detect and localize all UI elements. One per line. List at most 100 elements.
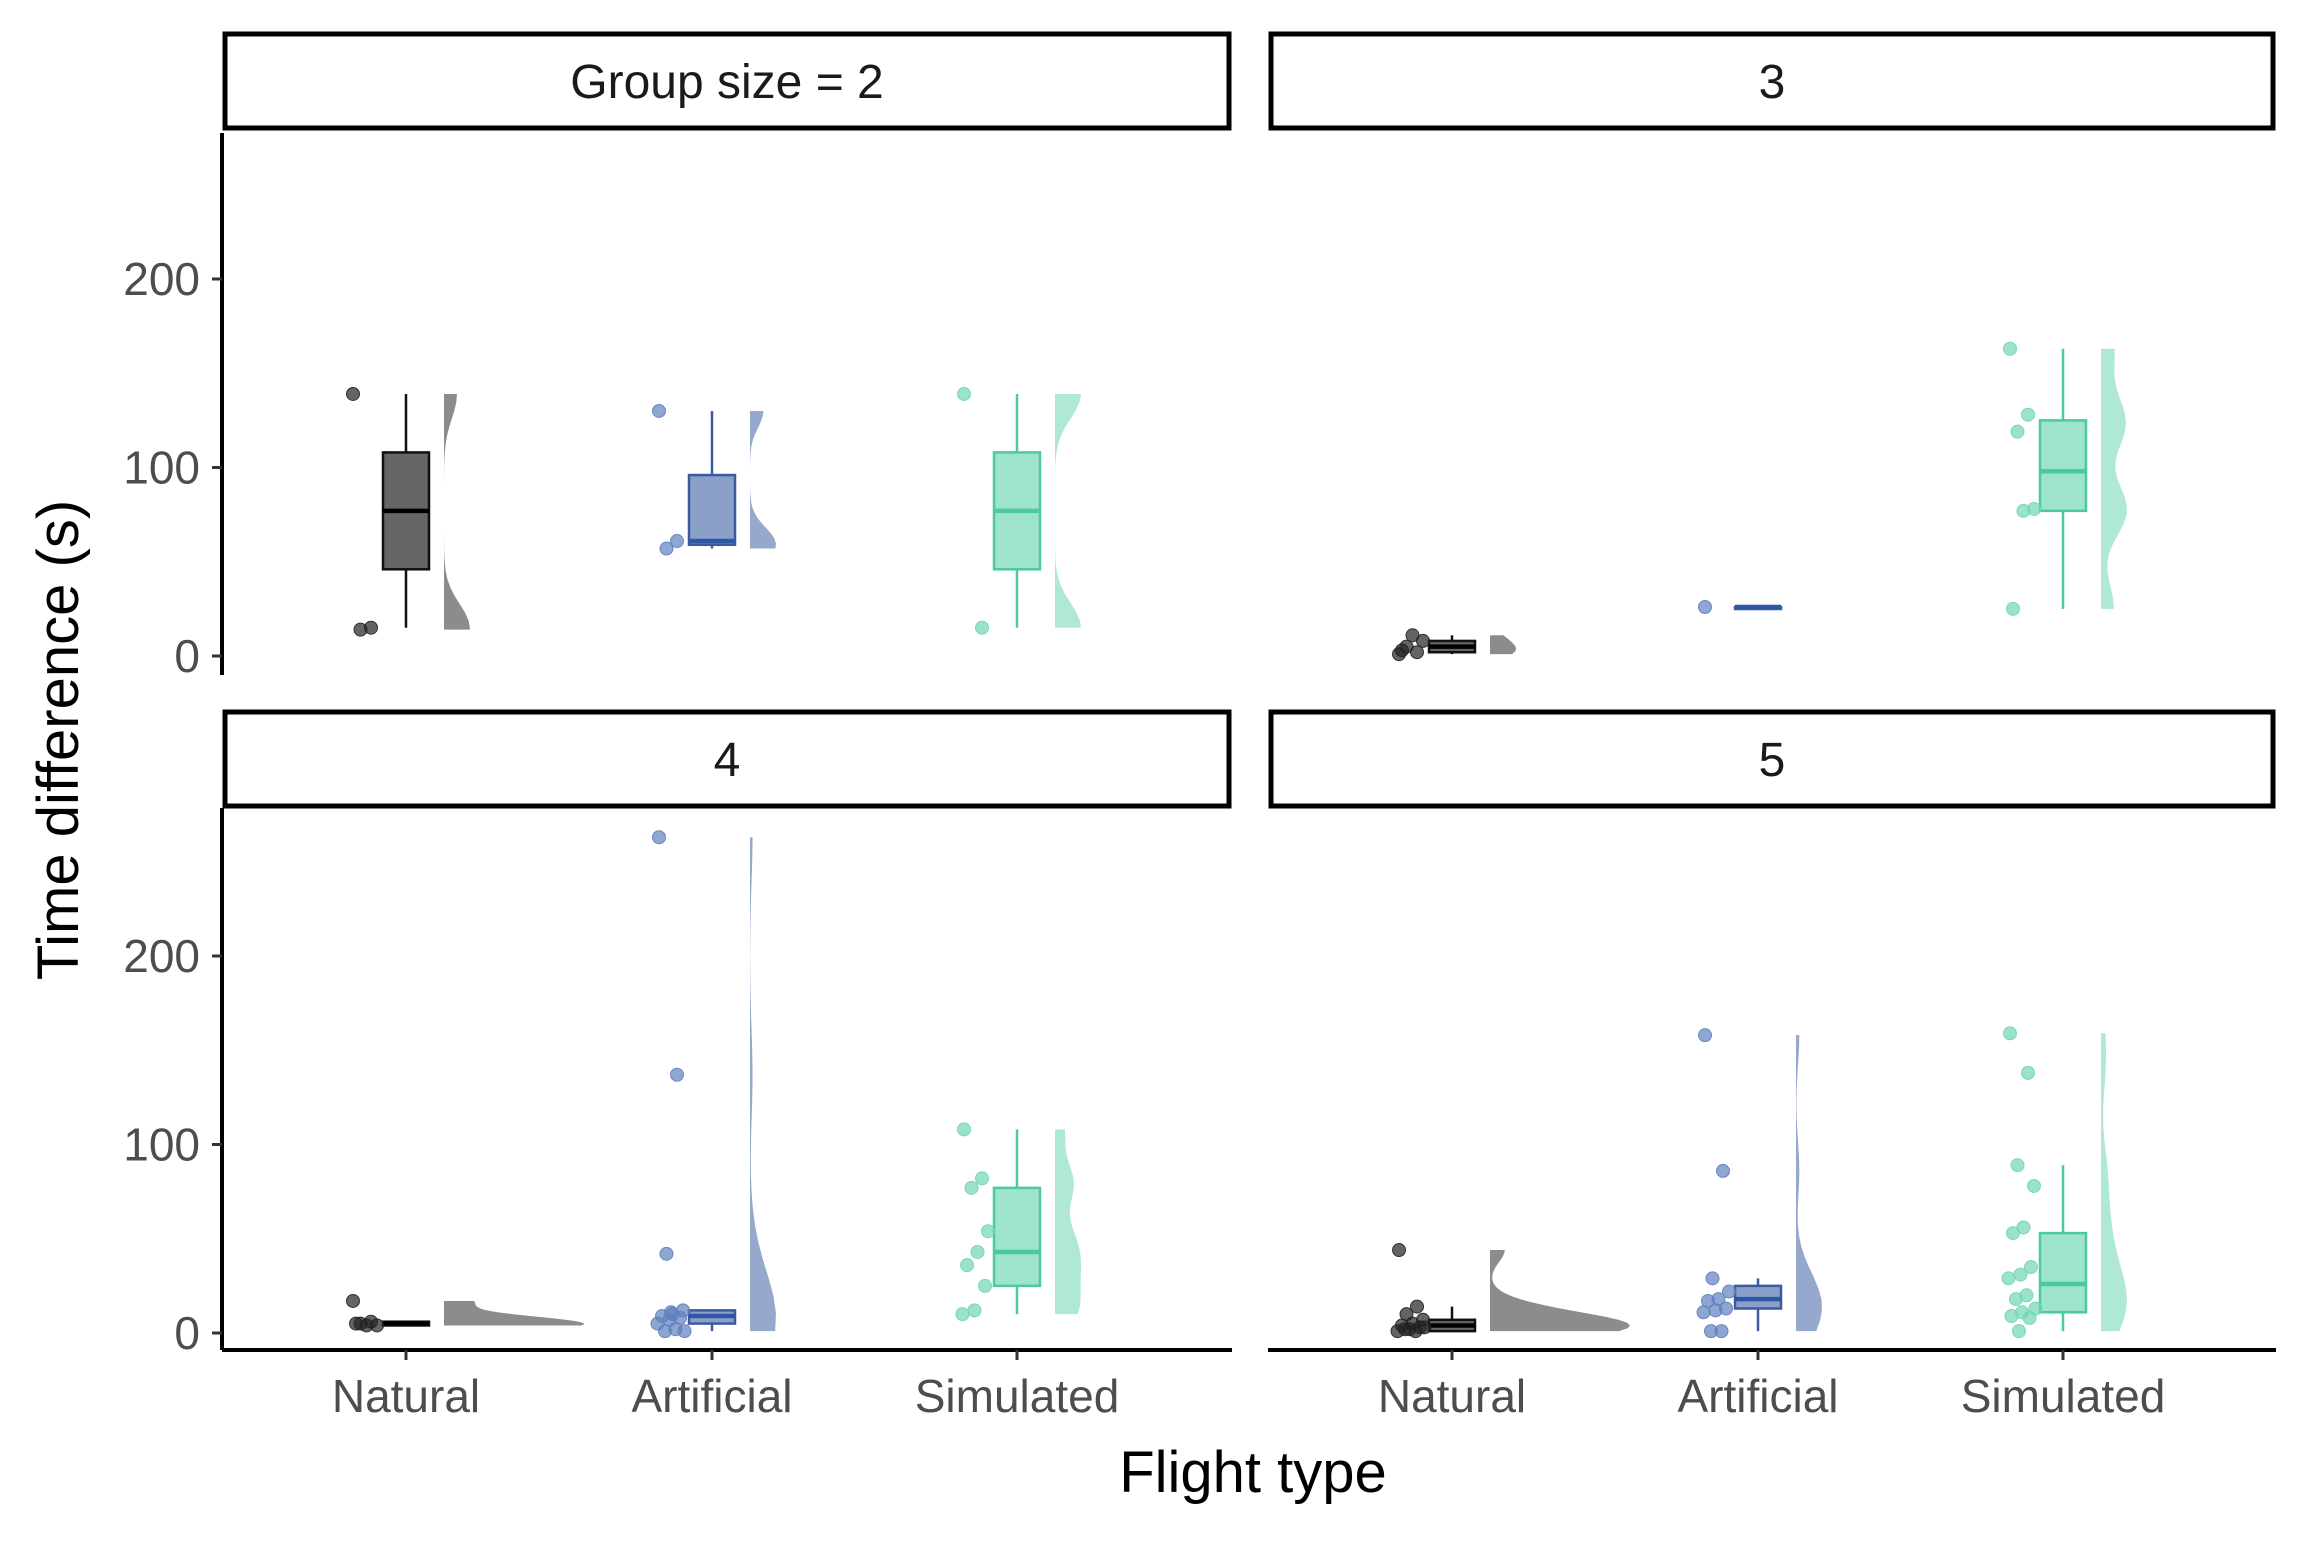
data-point bbox=[957, 386, 971, 401]
data-point bbox=[981, 1224, 995, 1239]
density-cloud bbox=[1055, 393, 1081, 628]
data-point bbox=[659, 541, 674, 556]
box-iqr bbox=[2038, 1231, 2088, 1314]
facet-panel-3: 4 0 100 200 Natural Artificial Simulated bbox=[123, 709, 1232, 1422]
facet-strip-label: 5 bbox=[1759, 734, 1786, 787]
data-point bbox=[664, 1305, 678, 1320]
facet-strip-box bbox=[1268, 31, 2276, 131]
data-point bbox=[1395, 643, 1409, 658]
density-cloud bbox=[2101, 348, 2127, 609]
data-point bbox=[2006, 601, 2020, 616]
data-point bbox=[353, 622, 368, 637]
facets-layer: Group size = 2 0 100 200 3 4 0 100 200 Natural Art… bbox=[123, 31, 2276, 1422]
y-tick-label: 200 bbox=[123, 930, 200, 982]
data-point bbox=[2001, 1271, 2016, 1286]
data-point bbox=[970, 1244, 985, 1259]
facet-strip-label: 3 bbox=[1759, 56, 1786, 109]
group-simulated bbox=[2003, 341, 2127, 616]
group-simulated: Simulated bbox=[915, 1122, 1120, 1422]
data-point bbox=[955, 1307, 970, 1322]
facet-strip-label: 4 bbox=[714, 734, 741, 787]
x-axis-title: Flight type bbox=[1119, 1440, 1387, 1505]
data-point bbox=[1696, 1305, 1711, 1320]
data-point bbox=[1392, 1243, 1406, 1258]
data-point bbox=[1716, 1163, 1730, 1178]
data-point bbox=[957, 1122, 971, 1137]
density-cloud bbox=[1055, 1129, 1081, 1315]
facet-strip-box bbox=[1268, 709, 2276, 809]
data-point bbox=[975, 620, 989, 635]
data-point bbox=[670, 534, 684, 549]
box-iqr bbox=[2038, 419, 2088, 513]
data-point bbox=[2010, 1158, 2025, 1173]
density-cloud bbox=[2101, 1033, 2127, 1332]
data-point bbox=[2016, 503, 2031, 518]
data-point bbox=[652, 403, 666, 418]
data-point bbox=[658, 1324, 672, 1339]
data-point bbox=[1722, 1284, 1736, 1299]
density-cloud bbox=[750, 410, 776, 549]
data-point bbox=[2009, 1292, 2023, 1307]
data-point bbox=[1405, 628, 1420, 643]
facet-panel-4: 5 Natural Artificial Simulated bbox=[1268, 709, 2276, 1422]
data-point bbox=[978, 1278, 992, 1293]
density-cloud bbox=[444, 1300, 584, 1326]
facet-panel-1: Group size = 2 0 100 200 bbox=[123, 31, 1232, 682]
data-point bbox=[349, 1316, 363, 1331]
box-iqr bbox=[992, 1186, 1042, 1288]
data-point bbox=[2010, 424, 2025, 439]
group-artificial bbox=[1698, 599, 1783, 614]
group-artificial: Artificial bbox=[1677, 1028, 1839, 1422]
data-point bbox=[2024, 1260, 2038, 1275]
data-point bbox=[960, 1258, 974, 1273]
data-point bbox=[677, 1324, 692, 1339]
group-natural bbox=[346, 386, 470, 637]
data-point bbox=[1698, 1028, 1712, 1043]
group-natural bbox=[1392, 628, 1516, 662]
group-natural: Natural bbox=[332, 1293, 584, 1422]
density-cloud bbox=[1490, 1250, 1630, 1332]
y-tick-label: 200 bbox=[123, 253, 200, 305]
x-tick-label: Artificial bbox=[1677, 1370, 1838, 1422]
x-tick-label: Simulated bbox=[915, 1370, 1120, 1422]
x-tick-label: Natural bbox=[332, 1370, 480, 1422]
group-artificial bbox=[652, 403, 776, 556]
data-point bbox=[2003, 341, 2017, 356]
y-tick-label: 100 bbox=[123, 442, 200, 494]
y-tick-label: 100 bbox=[123, 1119, 200, 1171]
data-point bbox=[1705, 1271, 1720, 1286]
group-simulated: Simulated bbox=[1961, 1026, 2166, 1422]
density-cloud bbox=[444, 393, 470, 630]
data-point bbox=[2027, 1178, 2041, 1193]
data-point bbox=[1410, 1299, 1424, 1314]
data-point bbox=[1704, 1324, 1718, 1339]
data-point bbox=[2021, 1065, 2035, 1080]
facet-panel-2: 3 bbox=[1268, 31, 2276, 662]
x-tick-label: Simulated bbox=[1961, 1370, 2166, 1422]
box-iqr bbox=[687, 473, 737, 547]
data-point bbox=[2021, 407, 2035, 422]
data-point bbox=[652, 830, 666, 845]
group-simulated bbox=[957, 386, 1081, 635]
data-point bbox=[2012, 1324, 2026, 1339]
density-cloud bbox=[1796, 1035, 1822, 1332]
density-cloud bbox=[750, 837, 776, 1332]
data-point bbox=[2022, 1310, 2037, 1325]
data-point bbox=[1708, 1303, 1723, 1318]
facet-strip-box bbox=[222, 709, 1232, 809]
y-axis-title: Time difference (s) bbox=[26, 500, 91, 980]
x-tick-label: Artificial bbox=[631, 1370, 792, 1422]
data-point bbox=[2006, 1226, 2020, 1241]
data-point bbox=[1417, 1320, 1432, 1335]
y-tick-label: 0 bbox=[174, 630, 200, 682]
data-point bbox=[346, 1293, 360, 1308]
data-point bbox=[1698, 599, 1712, 614]
data-point bbox=[964, 1180, 979, 1195]
facet-strip-label: Group size = 2 bbox=[570, 56, 884, 109]
data-point bbox=[2013, 1267, 2028, 1282]
group-artificial: Artificial bbox=[631, 830, 793, 1422]
data-point bbox=[1398, 1322, 1412, 1337]
data-point bbox=[659, 1246, 674, 1261]
